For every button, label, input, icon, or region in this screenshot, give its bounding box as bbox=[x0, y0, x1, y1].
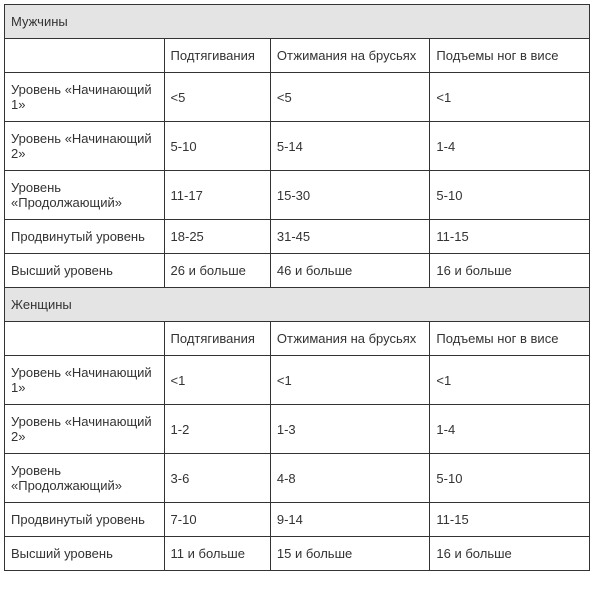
column-header-row: Подтягивания Отжимания на брусьях Подъем… bbox=[5, 322, 590, 356]
cell-value: 9-14 bbox=[270, 503, 430, 537]
cell-value: <1 bbox=[164, 356, 270, 405]
table-row: Уровень «Начинающий 1» <5 <5 <1 bbox=[5, 73, 590, 122]
cell-value: 11-15 bbox=[430, 503, 590, 537]
level-label: Продвинутый уровень bbox=[5, 503, 165, 537]
col-header-legraises: Подъемы ног в висе bbox=[430, 39, 590, 73]
level-label: Высший уровень bbox=[5, 537, 165, 571]
cell-value: 26 и больше bbox=[164, 254, 270, 288]
table-row: Уровень «Начинающий 1» <1 <1 <1 bbox=[5, 356, 590, 405]
cell-value: 31-45 bbox=[270, 220, 430, 254]
column-header-row: Подтягивания Отжимания на брусьях Подъем… bbox=[5, 39, 590, 73]
cell-value: 5-14 bbox=[270, 122, 430, 171]
col-header-pullups: Подтягивания bbox=[164, 322, 270, 356]
level-label: Уровень «Начинающий 2» bbox=[5, 405, 165, 454]
table-row: Уровень «Начинающий 2» 1-2 1-3 1-4 bbox=[5, 405, 590, 454]
cell-value: 5-10 bbox=[164, 122, 270, 171]
cell-value: 11 и больше bbox=[164, 537, 270, 571]
cell-value: 46 и больше bbox=[270, 254, 430, 288]
col-header-blank bbox=[5, 39, 165, 73]
col-header-pullups: Подтягивания bbox=[164, 39, 270, 73]
cell-value: <1 bbox=[270, 356, 430, 405]
level-label: Уровень «Начинающий 1» bbox=[5, 73, 165, 122]
cell-value: 5-10 bbox=[430, 454, 590, 503]
section-title: Мужчины bbox=[5, 5, 590, 39]
table-row: Высший уровень 11 и больше 15 и больше 1… bbox=[5, 537, 590, 571]
col-header-legraises: Подъемы ног в висе bbox=[430, 322, 590, 356]
cell-value: <1 bbox=[430, 356, 590, 405]
cell-value: <1 bbox=[430, 73, 590, 122]
cell-value: 16 и больше bbox=[430, 254, 590, 288]
level-label: Продвинутый уровень bbox=[5, 220, 165, 254]
level-label: Уровень «Продолжающий» bbox=[5, 171, 165, 220]
cell-value: <5 bbox=[164, 73, 270, 122]
cell-value: 4-8 bbox=[270, 454, 430, 503]
fitness-levels-table: Мужчины Подтягивания Отжимания на брусья… bbox=[4, 4, 590, 571]
cell-value: 1-2 bbox=[164, 405, 270, 454]
cell-value: 7-10 bbox=[164, 503, 270, 537]
table-body: Мужчины Подтягивания Отжимания на брусья… bbox=[5, 5, 590, 571]
level-label: Уровень «Начинающий 2» bbox=[5, 122, 165, 171]
cell-value: 5-10 bbox=[430, 171, 590, 220]
col-header-dips: Отжимания на брусьях bbox=[270, 39, 430, 73]
cell-value: 3-6 bbox=[164, 454, 270, 503]
table-row: Уровень «Продолжающий» 11-17 15-30 5-10 bbox=[5, 171, 590, 220]
cell-value: 1-4 bbox=[430, 122, 590, 171]
cell-value: <5 bbox=[270, 73, 430, 122]
section-title: Женщины bbox=[5, 288, 590, 322]
level-label: Уровень «Начинающий 1» bbox=[5, 356, 165, 405]
table-row: Высший уровень 26 и больше 46 и больше 1… bbox=[5, 254, 590, 288]
cell-value: 15 и больше bbox=[270, 537, 430, 571]
cell-value: 11-15 bbox=[430, 220, 590, 254]
cell-value: 11-17 bbox=[164, 171, 270, 220]
cell-value: 15-30 bbox=[270, 171, 430, 220]
table-row: Продвинутый уровень 7-10 9-14 11-15 bbox=[5, 503, 590, 537]
col-header-dips: Отжимания на брусьях bbox=[270, 322, 430, 356]
cell-value: 1-3 bbox=[270, 405, 430, 454]
cell-value: 18-25 bbox=[164, 220, 270, 254]
section-header-row: Мужчины bbox=[5, 5, 590, 39]
cell-value: 16 и больше bbox=[430, 537, 590, 571]
table-row: Продвинутый уровень 18-25 31-45 11-15 bbox=[5, 220, 590, 254]
col-header-blank bbox=[5, 322, 165, 356]
table-row: Уровень «Продолжающий» 3-6 4-8 5-10 bbox=[5, 454, 590, 503]
table-row: Уровень «Начинающий 2» 5-10 5-14 1-4 bbox=[5, 122, 590, 171]
cell-value: 1-4 bbox=[430, 405, 590, 454]
level-label: Высший уровень bbox=[5, 254, 165, 288]
level-label: Уровень «Продолжающий» bbox=[5, 454, 165, 503]
section-header-row: Женщины bbox=[5, 288, 590, 322]
